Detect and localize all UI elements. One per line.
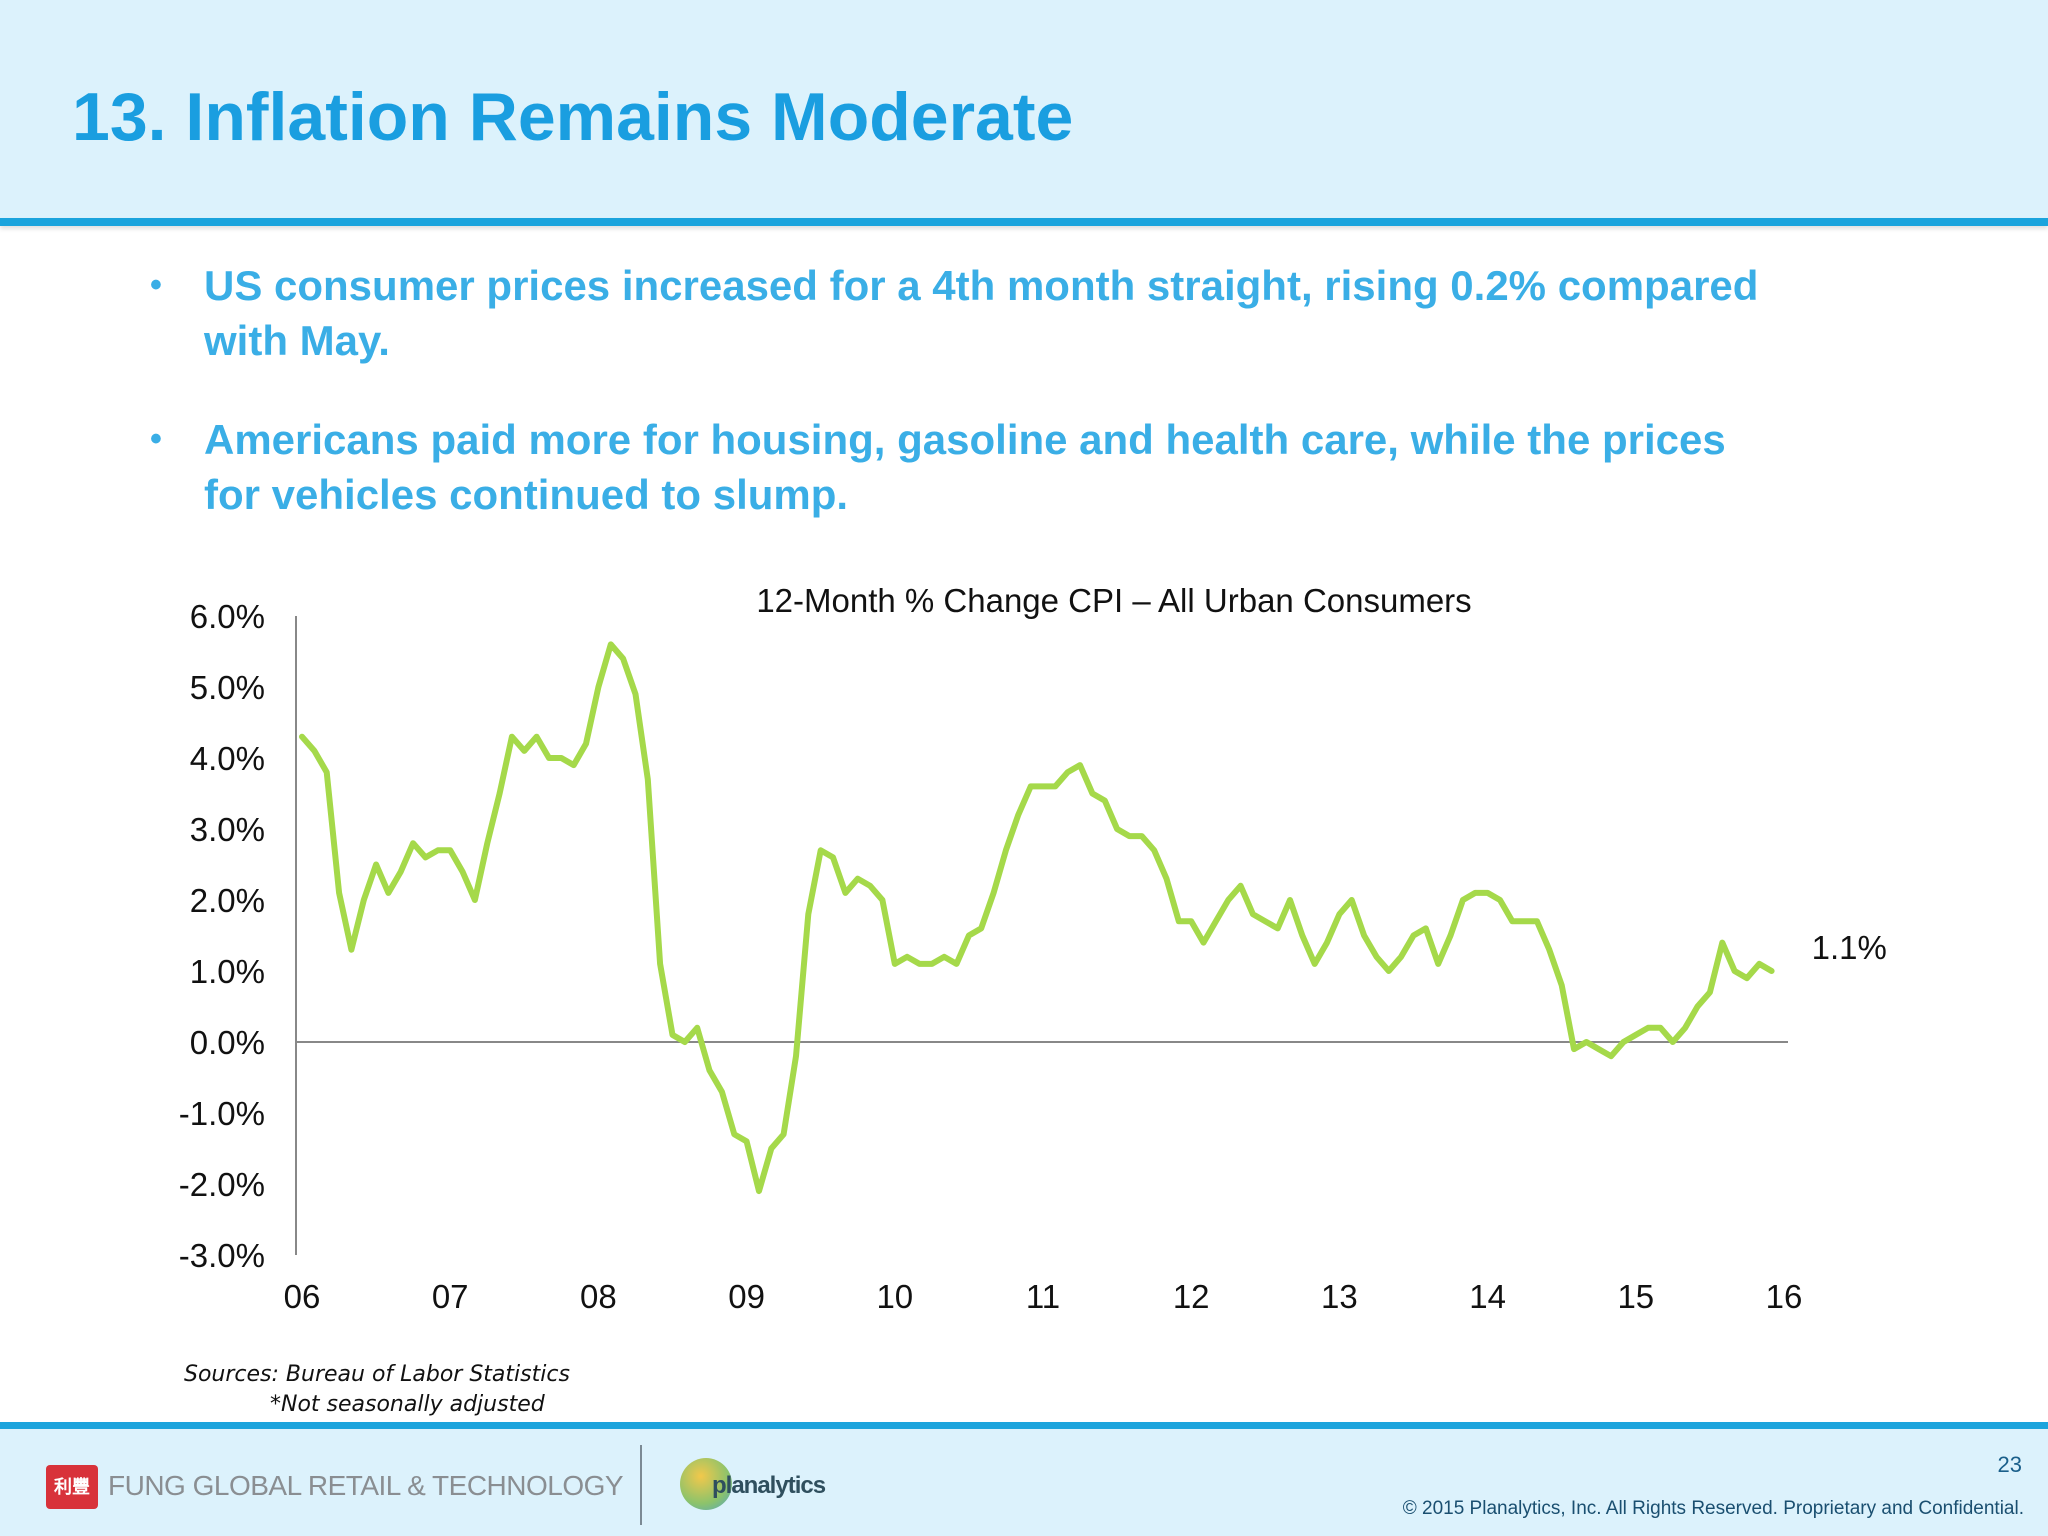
y-tick-label: 1.0% [190,953,265,990]
y-tick-label: 2.0% [190,882,265,919]
x-tick-label: 14 [1469,1278,1506,1315]
planalytics-logo-icon [680,1458,732,1510]
source-note: Sources: Bureau of Labor Statistics [184,1362,570,1387]
bullet-line: Americans paid more for housing, gasolin… [204,416,1726,463]
adjustment-note: *Not seasonally adjusted [270,1392,545,1417]
x-tick-label: 12 [1173,1278,1210,1315]
chart-title: 12-Month % Change CPI – All Urban Consum… [756,582,1471,619]
copyright: © 2015 Planalytics, Inc. All Rights Rese… [1402,1498,2024,1519]
page-title: 13. Inflation Remains Moderate [72,79,1074,155]
bullet-item: • US consumer prices increased for a 4th… [150,258,1910,368]
x-tick-label: 11 [1026,1278,1060,1315]
bullet-icon: • [150,266,162,304]
y-tick-label: 3.0% [190,811,265,848]
footer-band [0,1424,2048,1536]
y-tick-label: -2.0% [179,1166,265,1203]
y-tick-label: -1.0% [179,1095,265,1132]
x-tick-label: 16 [1766,1278,1803,1315]
planalytics-name: planalytics [712,1472,826,1499]
x-tick-label: 08 [580,1278,617,1315]
bullet-line: for vehicles continued to slump. [204,471,849,518]
y-tick-label: 5.0% [190,669,265,706]
header-divider [0,218,2048,226]
bullet-item: • Americans paid more for housing, gasol… [150,412,1910,522]
footer-divider [0,1422,2048,1429]
bullet-icon: • [150,420,162,458]
x-tick-label: 09 [728,1278,765,1315]
cpi-series-line [299,641,1775,1195]
fung-logo: 利豐 [46,1465,98,1509]
cpi-line-chart: 12-Month % Change CPI – All Urban Consum… [179,582,1887,1315]
y-tick-label: 0.0% [190,1024,265,1061]
y-tick-label: -3.0% [179,1237,265,1274]
x-tick-label: 15 [1617,1278,1654,1315]
bullet-line: US consumer prices increased for a 4th m… [204,262,1759,309]
bullet-line: with May. [204,317,390,364]
y-tick-label: 4.0% [190,740,265,777]
fung-name: FUNG GLOBAL RETAIL & TECHNOLOGY [108,1470,624,1501]
x-tick-label: 10 [876,1278,913,1315]
x-tick-label: 07 [432,1278,469,1315]
end-value-label: 1.1% [1812,929,1887,966]
y-tick-label: 6.0% [190,598,265,635]
title-band [0,0,2048,218]
page-number: 23 [1997,1452,2022,1477]
x-tick-label: 06 [284,1278,321,1315]
x-tick-label: 13 [1321,1278,1358,1315]
logo-divider [640,1445,642,1525]
